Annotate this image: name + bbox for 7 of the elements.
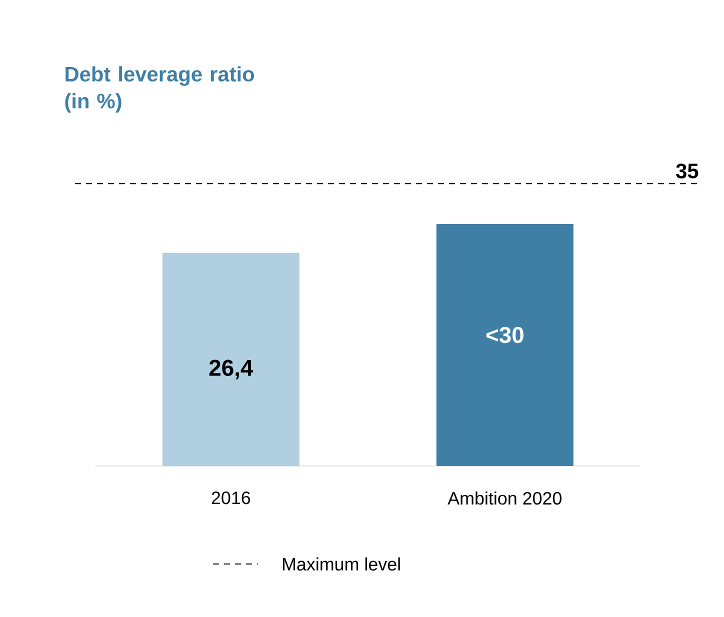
legend-label: Maximum level <box>282 557 400 571</box>
x-tick-label: 2016 <box>212 492 250 504</box>
data-label: 26,4 <box>209 360 254 380</box>
x-tick-label: Ambition 2020 <box>448 492 562 505</box>
annotation: 35 <box>676 164 698 178</box>
chart-title: Debt leverage ratio (in %) <box>65 66 254 113</box>
data-label: <30 <box>486 326 524 344</box>
